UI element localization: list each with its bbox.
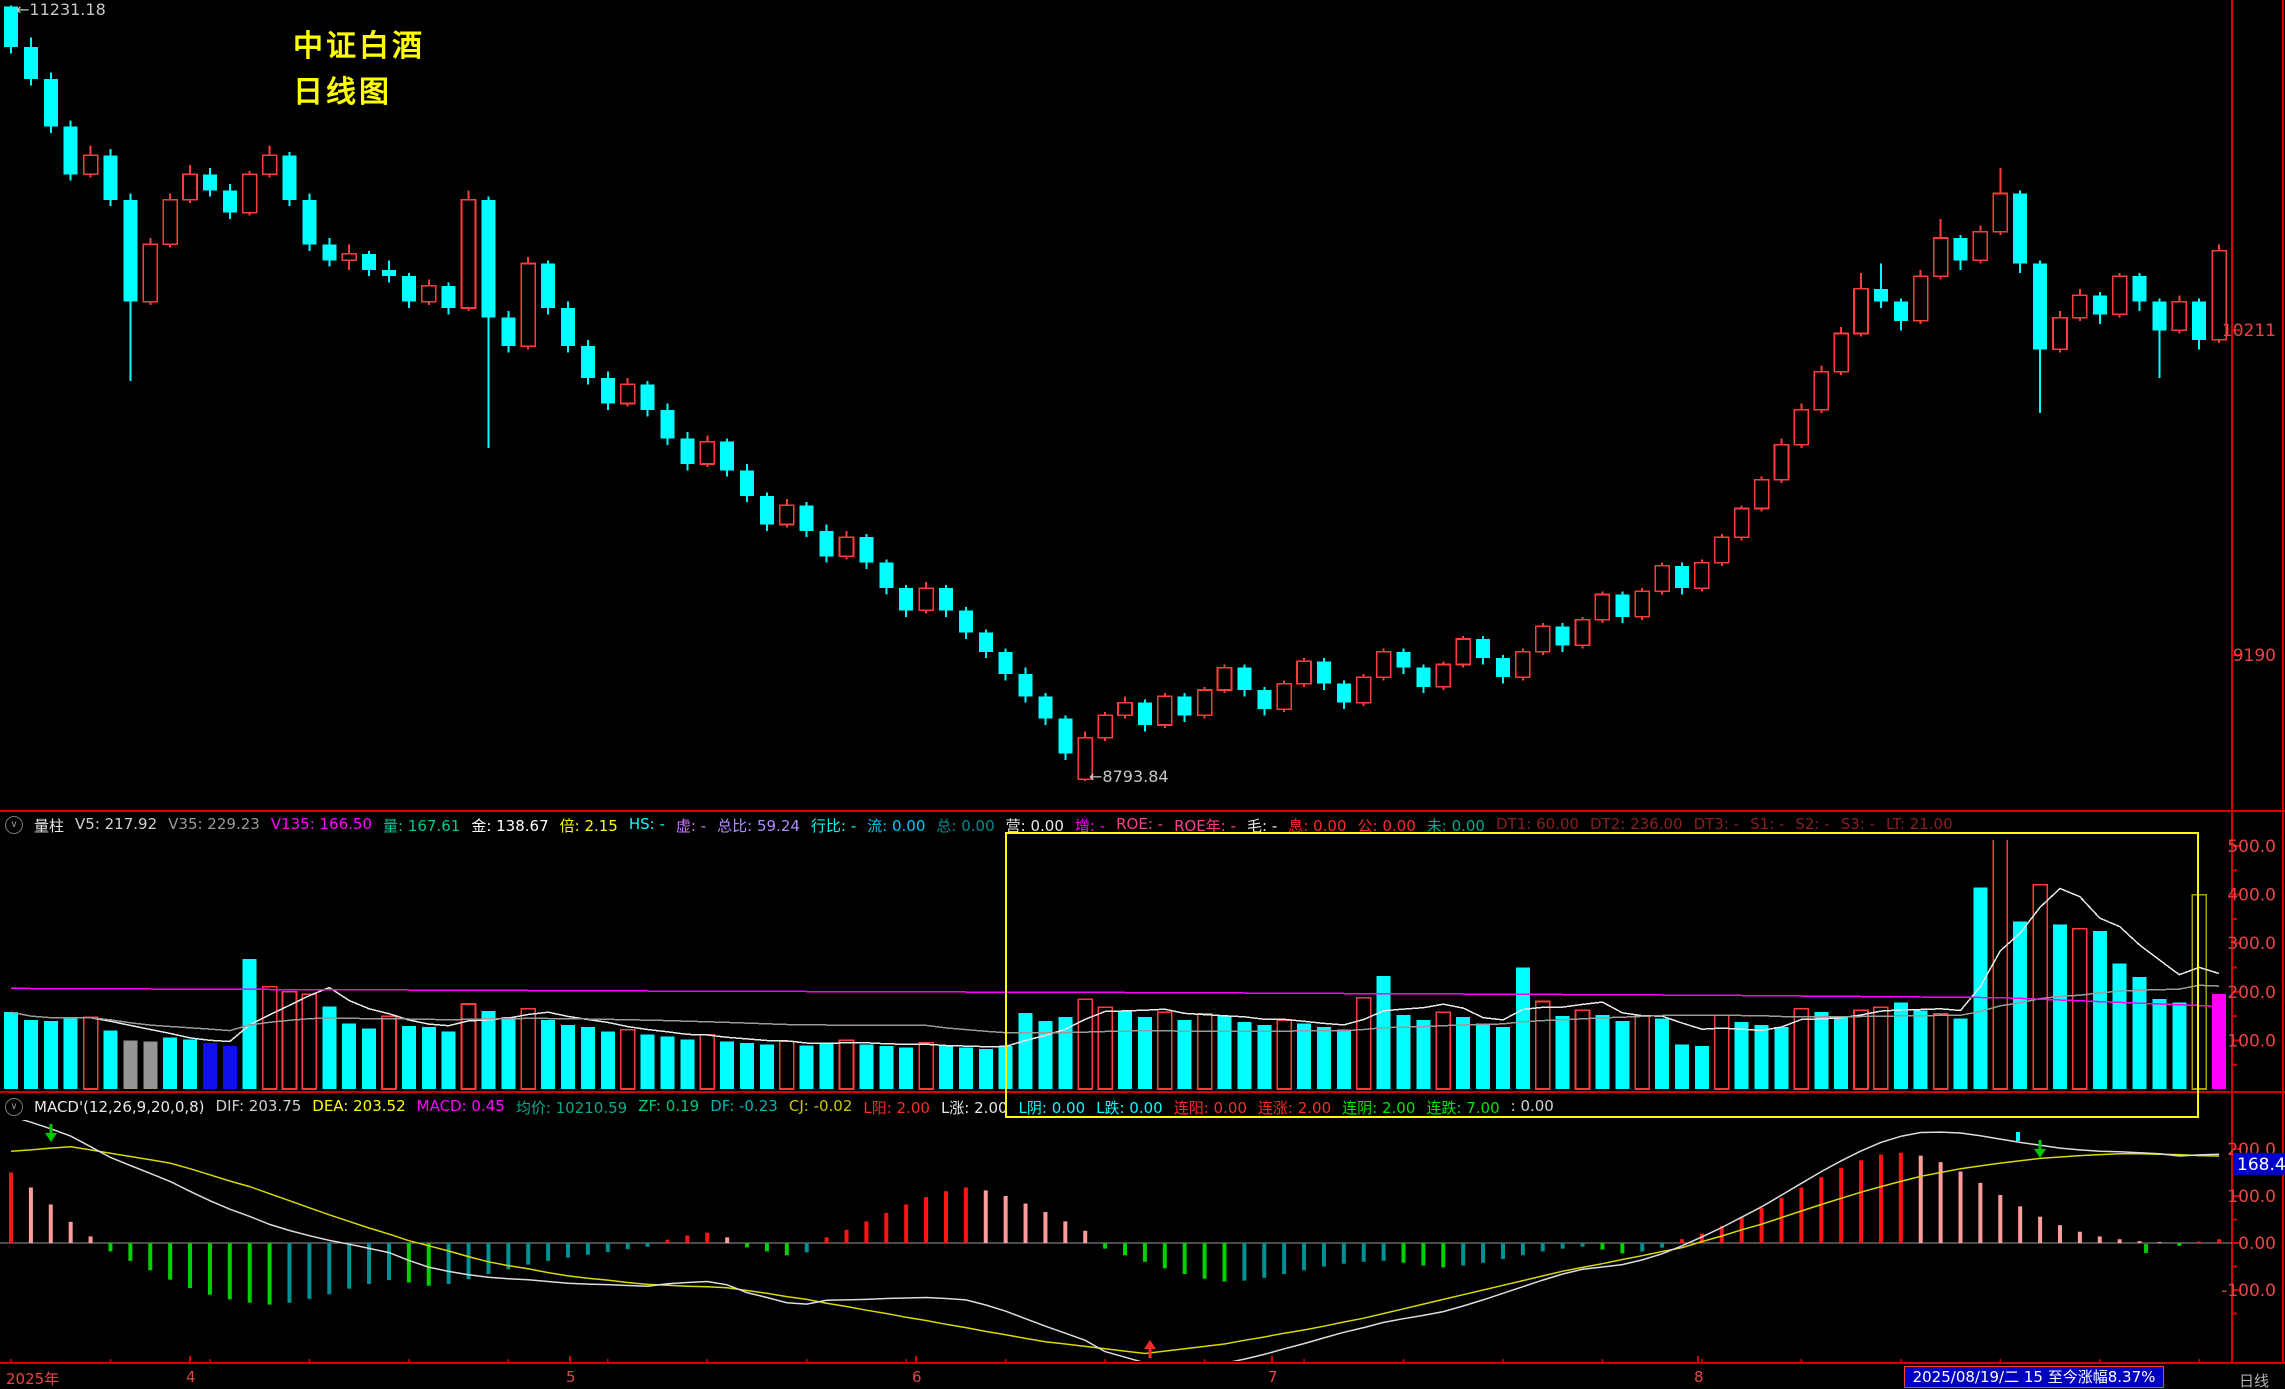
candlestick-layer: [4, 5, 2227, 781]
volume-field: 未: 0.00: [1426, 816, 1485, 835]
status-period-label[interactable]: 日线: [2239, 1372, 2270, 1389]
volume-field: 虚: -: [675, 816, 707, 835]
symbol-name-label: 中证白酒: [293, 29, 425, 64]
macd-field: ZF: 0.19: [638, 1096, 700, 1115]
volume-field: 增: -: [1074, 816, 1106, 835]
volume-field: S1: -: [1750, 814, 1785, 833]
high-price-annotation: ←11231.18: [16, 0, 106, 19]
volume-field: LT: 21.00: [1886, 814, 1953, 833]
volume-field: 行比: -: [810, 816, 857, 835]
status-datetime-badge: 2025/08/19/二 15 至今涨幅8.37%: [1904, 1366, 2164, 1388]
period-label: 日线图: [293, 75, 392, 110]
axis-value-badge: [2233, 1152, 2285, 1175]
volume-field: 总: 0.00: [936, 816, 995, 835]
axis-tick-label: 400.0: [2227, 886, 2276, 906]
axis-tick-label: 0.00: [2238, 1234, 2276, 1254]
volume-field: S3: -: [1840, 814, 1876, 833]
volume-field: 倍: 2.15: [559, 816, 618, 835]
axis-tick-label: 10211: [2222, 321, 2276, 341]
volume-field: V135: 166.50: [270, 814, 372, 833]
axis-tick-label: 500.0: [2227, 837, 2276, 857]
volume-field: HS: -: [628, 814, 665, 833]
highlight-box-annotation: [1005, 832, 2199, 1118]
bottom-axis-ticks: [10, 1356, 2200, 1363]
axis-tick-label: -100.0: [2221, 1281, 2276, 1301]
volume-field: DT2: 236.00: [1590, 814, 1683, 833]
macd-indicator-name[interactable]: MACD'(12,26,9,20,0,8): [34, 1098, 205, 1116]
collapse-icon[interactable]: ∨: [5, 816, 23, 834]
volume-field: S2: -: [1795, 814, 1830, 833]
volume-field: 公: 0.00: [1357, 816, 1416, 835]
axis-tick-label: 9190: [2233, 646, 2276, 666]
volume-field: 金: 138.67: [471, 816, 549, 835]
signal-markers: [45, 1124, 2148, 1358]
month-axis-label: 8: [1694, 1368, 1704, 1386]
chart-title: 中证白酒 日线图: [293, 24, 425, 116]
volume-indicator-values: V5: 217.92 V35: 229.23 V135: 166.50 量: 167.…: [75, 815, 1953, 836]
volume-field: DT1: 60.00: [1495, 814, 1580, 833]
volume-layer: [4, 840, 2227, 1090]
macd-field: MACD: 0.45: [416, 1096, 505, 1115]
collapse-icon[interactable]: ∨: [5, 1098, 23, 1116]
macd-field: 连阴: 2.00: [1342, 1098, 1416, 1117]
volume-field: 总比: 59.24: [717, 816, 800, 835]
volume-field: 毛: -: [1247, 816, 1278, 835]
macd-field: 连阳: 0.00: [1173, 1098, 1247, 1117]
axis-badge-label: 168.4: [2237, 1155, 2285, 1175]
month-axis-label: 4: [186, 1368, 196, 1386]
volume-field: 流: 0.00: [867, 816, 926, 835]
macd-field: 均价: 10210.59: [515, 1098, 628, 1117]
macd-field: L涨: 2.00: [940, 1098, 1008, 1117]
month-axis-label: 7: [1268, 1368, 1278, 1386]
right-axis-labels: 102119190500.0400.0300.0200.0100.0200.01…: [2221, 321, 2285, 1315]
month-axis-label: 5: [566, 1368, 576, 1386]
axis-tick-label: 100.0: [2227, 1031, 2276, 1051]
macd-field: : 0.00: [1510, 1096, 1554, 1115]
macd-field: L阴: 0.00: [1018, 1098, 1086, 1117]
macd-field: DF: -0.23: [710, 1096, 778, 1115]
volume-field: V35: 229.23: [168, 814, 260, 833]
axis-tick-label: 300.0: [2227, 934, 2276, 954]
volume-field: DT3: -: [1693, 814, 1740, 833]
volume-field: 息: 0.00: [1288, 816, 1347, 835]
volume-field: V5: 217.92: [75, 814, 158, 833]
macd-indicator-values: DIF: 203.75 DEA: 203.52 MACD: 0.45 均价: 1021…: [216, 1097, 1554, 1118]
volume-field: ROE: -: [1116, 814, 1164, 833]
month-axis-label: 6: [912, 1368, 922, 1386]
macd-field: 连涨: 2.00: [1257, 1098, 1332, 1117]
year-axis-label: 2025年: [6, 1370, 60, 1388]
volume-field: 营: 0.00: [1005, 816, 1064, 835]
volume-indicator-name[interactable]: 量柱: [34, 816, 65, 835]
volume-field: 量: 167.61: [383, 816, 461, 835]
macd-layer: [0, 1120, 2232, 1361]
macd-field: L阳: 2.00: [863, 1098, 930, 1117]
volume-indicator-header: ∨ 量柱 V5: 217.92 V35: 229.23 V135: 166.50 量:…: [0, 812, 2235, 838]
axis-tick-label: 100.0: [2227, 1187, 2276, 1207]
axis-tick-label: 200.0: [2227, 983, 2276, 1003]
macd-indicator-header: ∨ MACD'(12,26,9,20,0,8) DIF: 203.75 DEA: …: [0, 1094, 2235, 1120]
macd-field: 连跌: 7.00: [1426, 1098, 1500, 1117]
macd-field: L跌: 0.00: [1096, 1098, 1163, 1117]
low-price-annotation: ←8793.84: [1089, 767, 1169, 786]
volume-field: ROE年: -: [1174, 816, 1237, 835]
macd-field: CJ: -0.02: [788, 1096, 853, 1115]
macd-field: DEA: 203.52: [312, 1096, 406, 1115]
macd-field: DIF: 203.75: [215, 1096, 302, 1115]
